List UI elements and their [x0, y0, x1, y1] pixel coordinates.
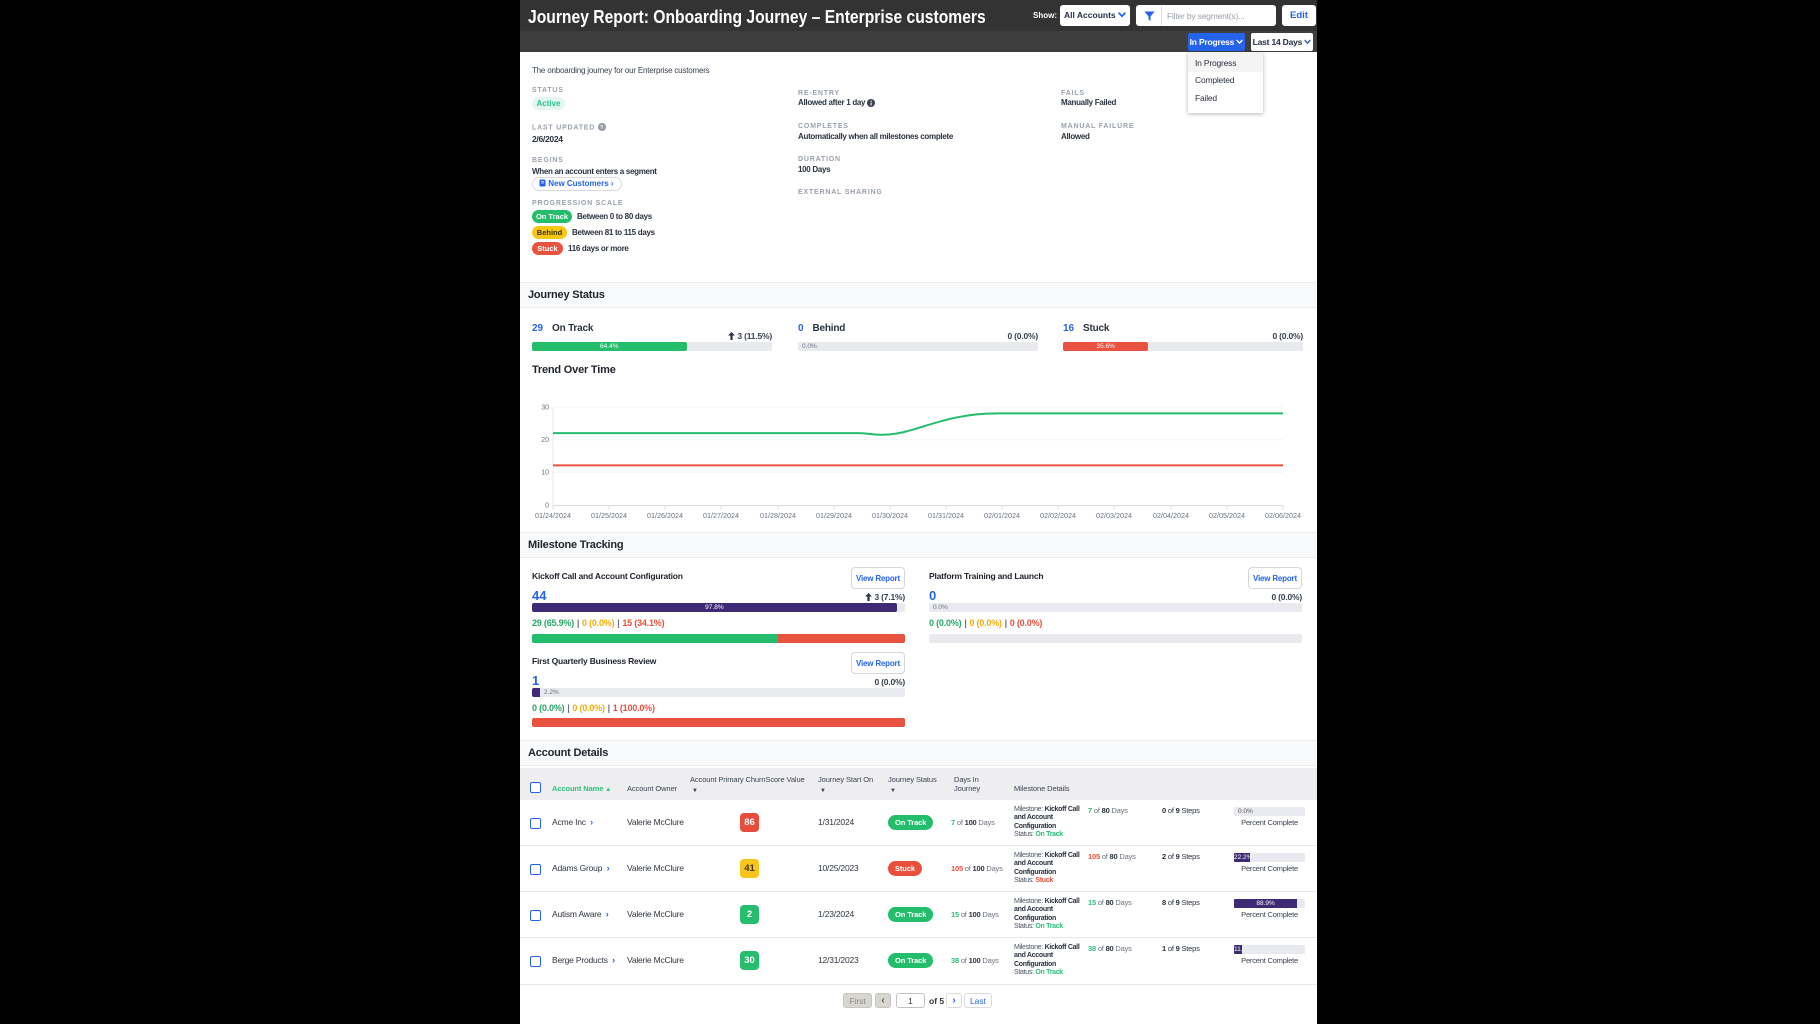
- svg-text:10: 10: [541, 470, 549, 477]
- svg-text:30: 30: [541, 405, 549, 412]
- svg-text:01/30/2024: 01/30/2024: [872, 511, 908, 520]
- svg-text:01/31/2024: 01/31/2024: [928, 511, 964, 520]
- svg-text:02/02/2024: 02/02/2024: [1040, 511, 1076, 520]
- svg-text:01/24/2024: 01/24/2024: [535, 511, 571, 520]
- svg-text:01/26/2024: 01/26/2024: [647, 511, 683, 520]
- svg-text:?: ?: [600, 125, 604, 131]
- svg-text:0: 0: [545, 503, 549, 510]
- svg-text:01/28/2024: 01/28/2024: [760, 511, 796, 520]
- svg-text:01/27/2024: 01/27/2024: [703, 511, 739, 520]
- svg-text:20: 20: [541, 437, 549, 444]
- svg-text:02/03/2024: 02/03/2024: [1096, 511, 1132, 520]
- svg-text:02/05/2024: 02/05/2024: [1209, 511, 1245, 520]
- svg-text:01/25/2024: 01/25/2024: [591, 511, 627, 520]
- svg-text:01/29/2024: 01/29/2024: [816, 511, 852, 520]
- svg-text:02/06/2024: 02/06/2024: [1265, 511, 1301, 520]
- svg-text:02/01/2024: 02/01/2024: [984, 511, 1020, 520]
- svg-text:02/04/2024: 02/04/2024: [1153, 511, 1189, 520]
